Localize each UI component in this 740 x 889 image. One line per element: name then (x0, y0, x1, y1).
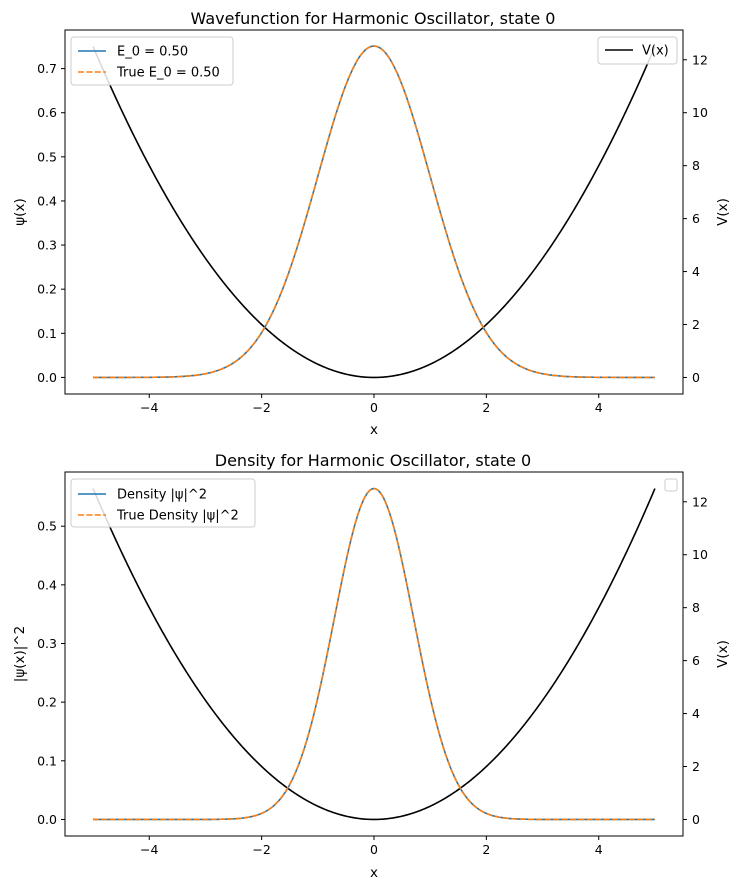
y-tick-label: 0.3 (37, 238, 57, 253)
y-tick-label: 0.0 (37, 812, 57, 827)
y2-tick-label: 0 (692, 370, 700, 385)
y2-tick-label: 8 (692, 600, 700, 615)
y2-tick-label: 2 (692, 759, 700, 774)
y2-tick-label: 2 (692, 317, 700, 332)
x-tick-label: 2 (482, 842, 490, 857)
y-tick-label: 0.5 (37, 149, 57, 164)
y2-tick-label: 12 (692, 52, 708, 67)
y-tick-label: 0.7 (37, 61, 57, 76)
legend-box (70, 36, 234, 86)
y-tick-label: 0.4 (37, 577, 57, 592)
y-tick-label: 0.0 (37, 370, 57, 385)
y2-tick-label: 10 (692, 105, 708, 120)
y-axis-right: 0 2 4 6 8 10 12 (683, 494, 708, 827)
estimated-series-line (93, 487, 655, 821)
legend-left: E_0 = 0.50 True E_0 = 0.50 (70, 36, 234, 86)
y-tick-label: 0.1 (37, 753, 57, 768)
true-series-line (93, 45, 655, 379)
legend-label-true: True Density |ψ|^2 (116, 509, 239, 524)
y2-tick-label: 6 (692, 653, 700, 668)
y-tick-label: 0.6 (37, 105, 57, 120)
y2-tick-label: 0 (692, 812, 700, 827)
y2-tick-label: 10 (692, 547, 708, 562)
x-tick-label: 2 (482, 400, 490, 415)
potential-line (92, 46, 656, 379)
legend-label-true: True E_0 = 0.50 (116, 66, 220, 81)
x-axis: −4 −2 0 2 4 (140, 836, 603, 857)
y2-axis-label: V(x) (715, 198, 731, 226)
x-tick-label: 0 (370, 842, 378, 857)
legend-left: Density |ψ|^2 True Density |ψ|^2 (70, 478, 256, 528)
legend-label-potential: V(x) (642, 44, 669, 59)
legend-label-estimated: E_0 = 0.50 (117, 45, 188, 60)
series-layer (92, 487, 656, 821)
y-tick-label: 0.4 (37, 193, 57, 208)
y-axis-right: 0 2 4 6 8 10 12 (683, 52, 708, 385)
chart-density: Density for Harmonic Oscillator, state 0… (12, 451, 731, 881)
x-tick-label: −4 (140, 400, 158, 415)
y-tick-label: 0.5 (37, 519, 57, 534)
series-layer (92, 45, 656, 379)
y-axis-left: 0.0 0.1 0.2 0.3 0.4 0.5 (37, 519, 65, 827)
x-tick-label: 0 (370, 400, 378, 415)
y2-tick-label: 4 (692, 706, 700, 721)
y-axis-label: ψ(x) (12, 198, 28, 225)
legend-right-empty (664, 478, 678, 492)
x-tick-label: −4 (140, 842, 158, 857)
y-tick-label: 0.2 (37, 695, 57, 710)
x-axis-label: x (370, 422, 378, 438)
y2-tick-label: 12 (692, 494, 708, 509)
legend-right: V(x) (597, 36, 678, 65)
legend-label-estimated: Density |ψ|^2 (117, 488, 207, 503)
y-tick-label: 0.1 (37, 326, 57, 341)
legend-box (664, 478, 678, 492)
x-tick-label: −2 (252, 842, 270, 857)
y-tick-label: 0.3 (37, 636, 57, 651)
y2-tick-label: 4 (692, 264, 700, 279)
y-axis-left: 0.0 0.1 0.2 0.3 0.4 0.5 0.6 0.7 (37, 61, 65, 385)
x-axis: −4 −2 0 2 4 (140, 394, 603, 415)
y-axis-label: |ψ(x)|^2 (12, 626, 28, 682)
chart-title: Density for Harmonic Oscillator, state 0 (215, 451, 531, 470)
chart-wavefunction: Wavefunction for Harmonic Oscillator, st… (12, 9, 731, 438)
y2-tick-label: 6 (692, 211, 700, 226)
x-tick-label: −2 (252, 400, 270, 415)
x-tick-label: 4 (595, 400, 603, 415)
true-series-line (93, 487, 655, 821)
x-tick-label: 4 (595, 842, 603, 857)
potential-line (92, 488, 656, 821)
y-tick-label: 0.2 (37, 282, 57, 297)
x-axis-label: x (370, 865, 378, 881)
legend-box (597, 36, 678, 65)
legend-box (70, 478, 256, 528)
estimated-series-line (93, 45, 655, 379)
y2-axis-label: V(x) (715, 640, 731, 668)
chart-title: Wavefunction for Harmonic Oscillator, st… (191, 9, 556, 28)
y2-tick-label: 8 (692, 158, 700, 173)
